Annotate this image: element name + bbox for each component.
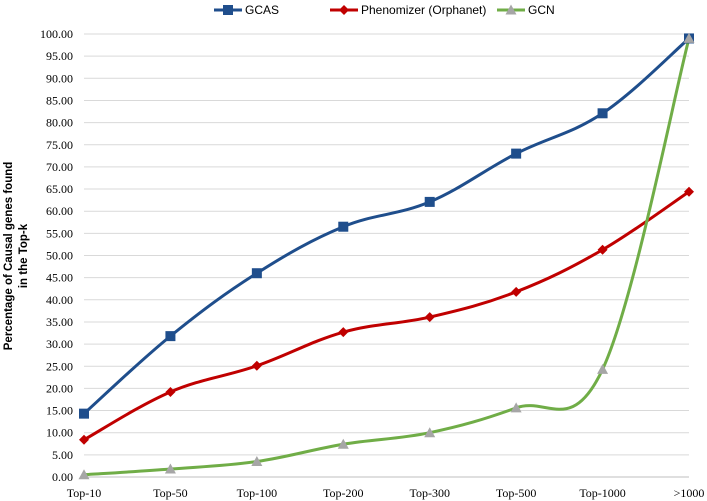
y-tick-label: 85.00 <box>46 93 73 107</box>
gcas-point <box>251 268 262 279</box>
gcas-point <box>165 331 176 342</box>
legend-label: GCAS <box>245 3 279 17</box>
y-tick-label: 35.00 <box>46 315 73 329</box>
legend: GCAS Phenomizer (Orphanet) GCN <box>214 3 555 17</box>
x-tick-label: Top-500 <box>496 486 537 500</box>
y-tick-label: 50.00 <box>46 249 73 263</box>
y-axis-title-line2: in the Top-k <box>18 223 30 288</box>
phenomizer-orphanet-point <box>597 244 608 255</box>
phenomizer-orphanet-line <box>83 190 690 442</box>
y-tick-label: 80.00 <box>46 116 73 130</box>
gcn-point <box>683 32 695 43</box>
y-tick-label: 15.00 <box>46 404 73 418</box>
y-tick-label: 5.00 <box>52 448 73 462</box>
x-tick-label: Top-1000 <box>579 486 626 500</box>
x-tick-label: Top-50 <box>153 486 188 500</box>
y-tick-label: 70.00 <box>46 160 73 174</box>
x-tick-label: Top-100 <box>237 486 278 500</box>
y-tick-label: 55.00 <box>46 226 73 240</box>
x-tick-label: >1000 <box>674 486 705 500</box>
phenomizer-orphanet-point <box>684 186 694 197</box>
y-tick-label: 95.00 <box>46 49 73 63</box>
legend-label: GCN <box>528 3 555 17</box>
y-tick-label: 65.00 <box>46 182 73 196</box>
gcas-point <box>338 221 349 232</box>
gcn-line <box>83 38 691 477</box>
gcn-point <box>424 427 436 438</box>
y-tick-label: 100.00 <box>40 27 73 41</box>
legend-label: Phenomizer (Orphanet) <box>361 3 486 17</box>
gcn-point <box>78 469 90 480</box>
y-tick-label: 20.00 <box>46 381 73 395</box>
phenomizer-orphanet-point <box>511 286 522 297</box>
phenomizer-orphanet-point <box>424 312 435 323</box>
grid-lines <box>84 33 689 456</box>
phenomizer-orphanet-point <box>251 360 262 371</box>
legend-marker-gcas <box>223 5 233 15</box>
y-tick-label: 0.00 <box>52 470 73 484</box>
y-tick-label: 30.00 <box>46 337 73 351</box>
legend-marker-gcn <box>505 4 517 15</box>
y-axis-title-line1: Percentage of Causal genes found <box>3 162 15 351</box>
gcas-point <box>79 408 89 419</box>
y-tick-label: 60.00 <box>46 204 73 218</box>
y-tick-label: 75.00 <box>46 138 73 152</box>
y-tick-label: 10.00 <box>46 426 73 440</box>
phenomizer-orphanet-point <box>165 386 176 397</box>
x-tick-label: Top-10 <box>67 486 102 500</box>
series-markers <box>78 32 695 480</box>
x-tick-label: Top-200 <box>323 486 364 500</box>
gcas-point <box>511 148 522 159</box>
y-tick-label: 25.00 <box>46 359 73 373</box>
gcas-point <box>424 196 435 207</box>
y-tick-label: 45.00 <box>46 271 73 285</box>
x-tick-label: Top-300 <box>409 486 450 500</box>
gcas-point <box>597 108 608 119</box>
y-axis-title: Percentage of Causal genes found in the … <box>3 162 30 351</box>
phenomizer-orphanet-point <box>79 434 89 445</box>
x-axis-tick-labels: Top-10 Top-50 Top-100 Top-200 Top-300 Top-500… <box>67 486 705 500</box>
gcn-point <box>337 438 349 449</box>
phenomizer-orphanet-point <box>338 327 349 338</box>
gcas-line <box>82 37 690 415</box>
y-tick-label: 90.00 <box>46 71 73 85</box>
gcn-point <box>164 463 176 474</box>
y-axis-tick-labels: 0.00 5.00 10.00 15.00 20.00 25.00 30.00 35.00 40… <box>40 27 73 484</box>
gcn-point <box>597 363 609 374</box>
legend-marker-phenomizer-orphanet <box>339 5 349 15</box>
gcn-point <box>251 455 263 466</box>
y-tick-label: 40.00 <box>46 293 73 307</box>
series-lines <box>82 37 691 477</box>
gcn-point <box>510 402 522 413</box>
